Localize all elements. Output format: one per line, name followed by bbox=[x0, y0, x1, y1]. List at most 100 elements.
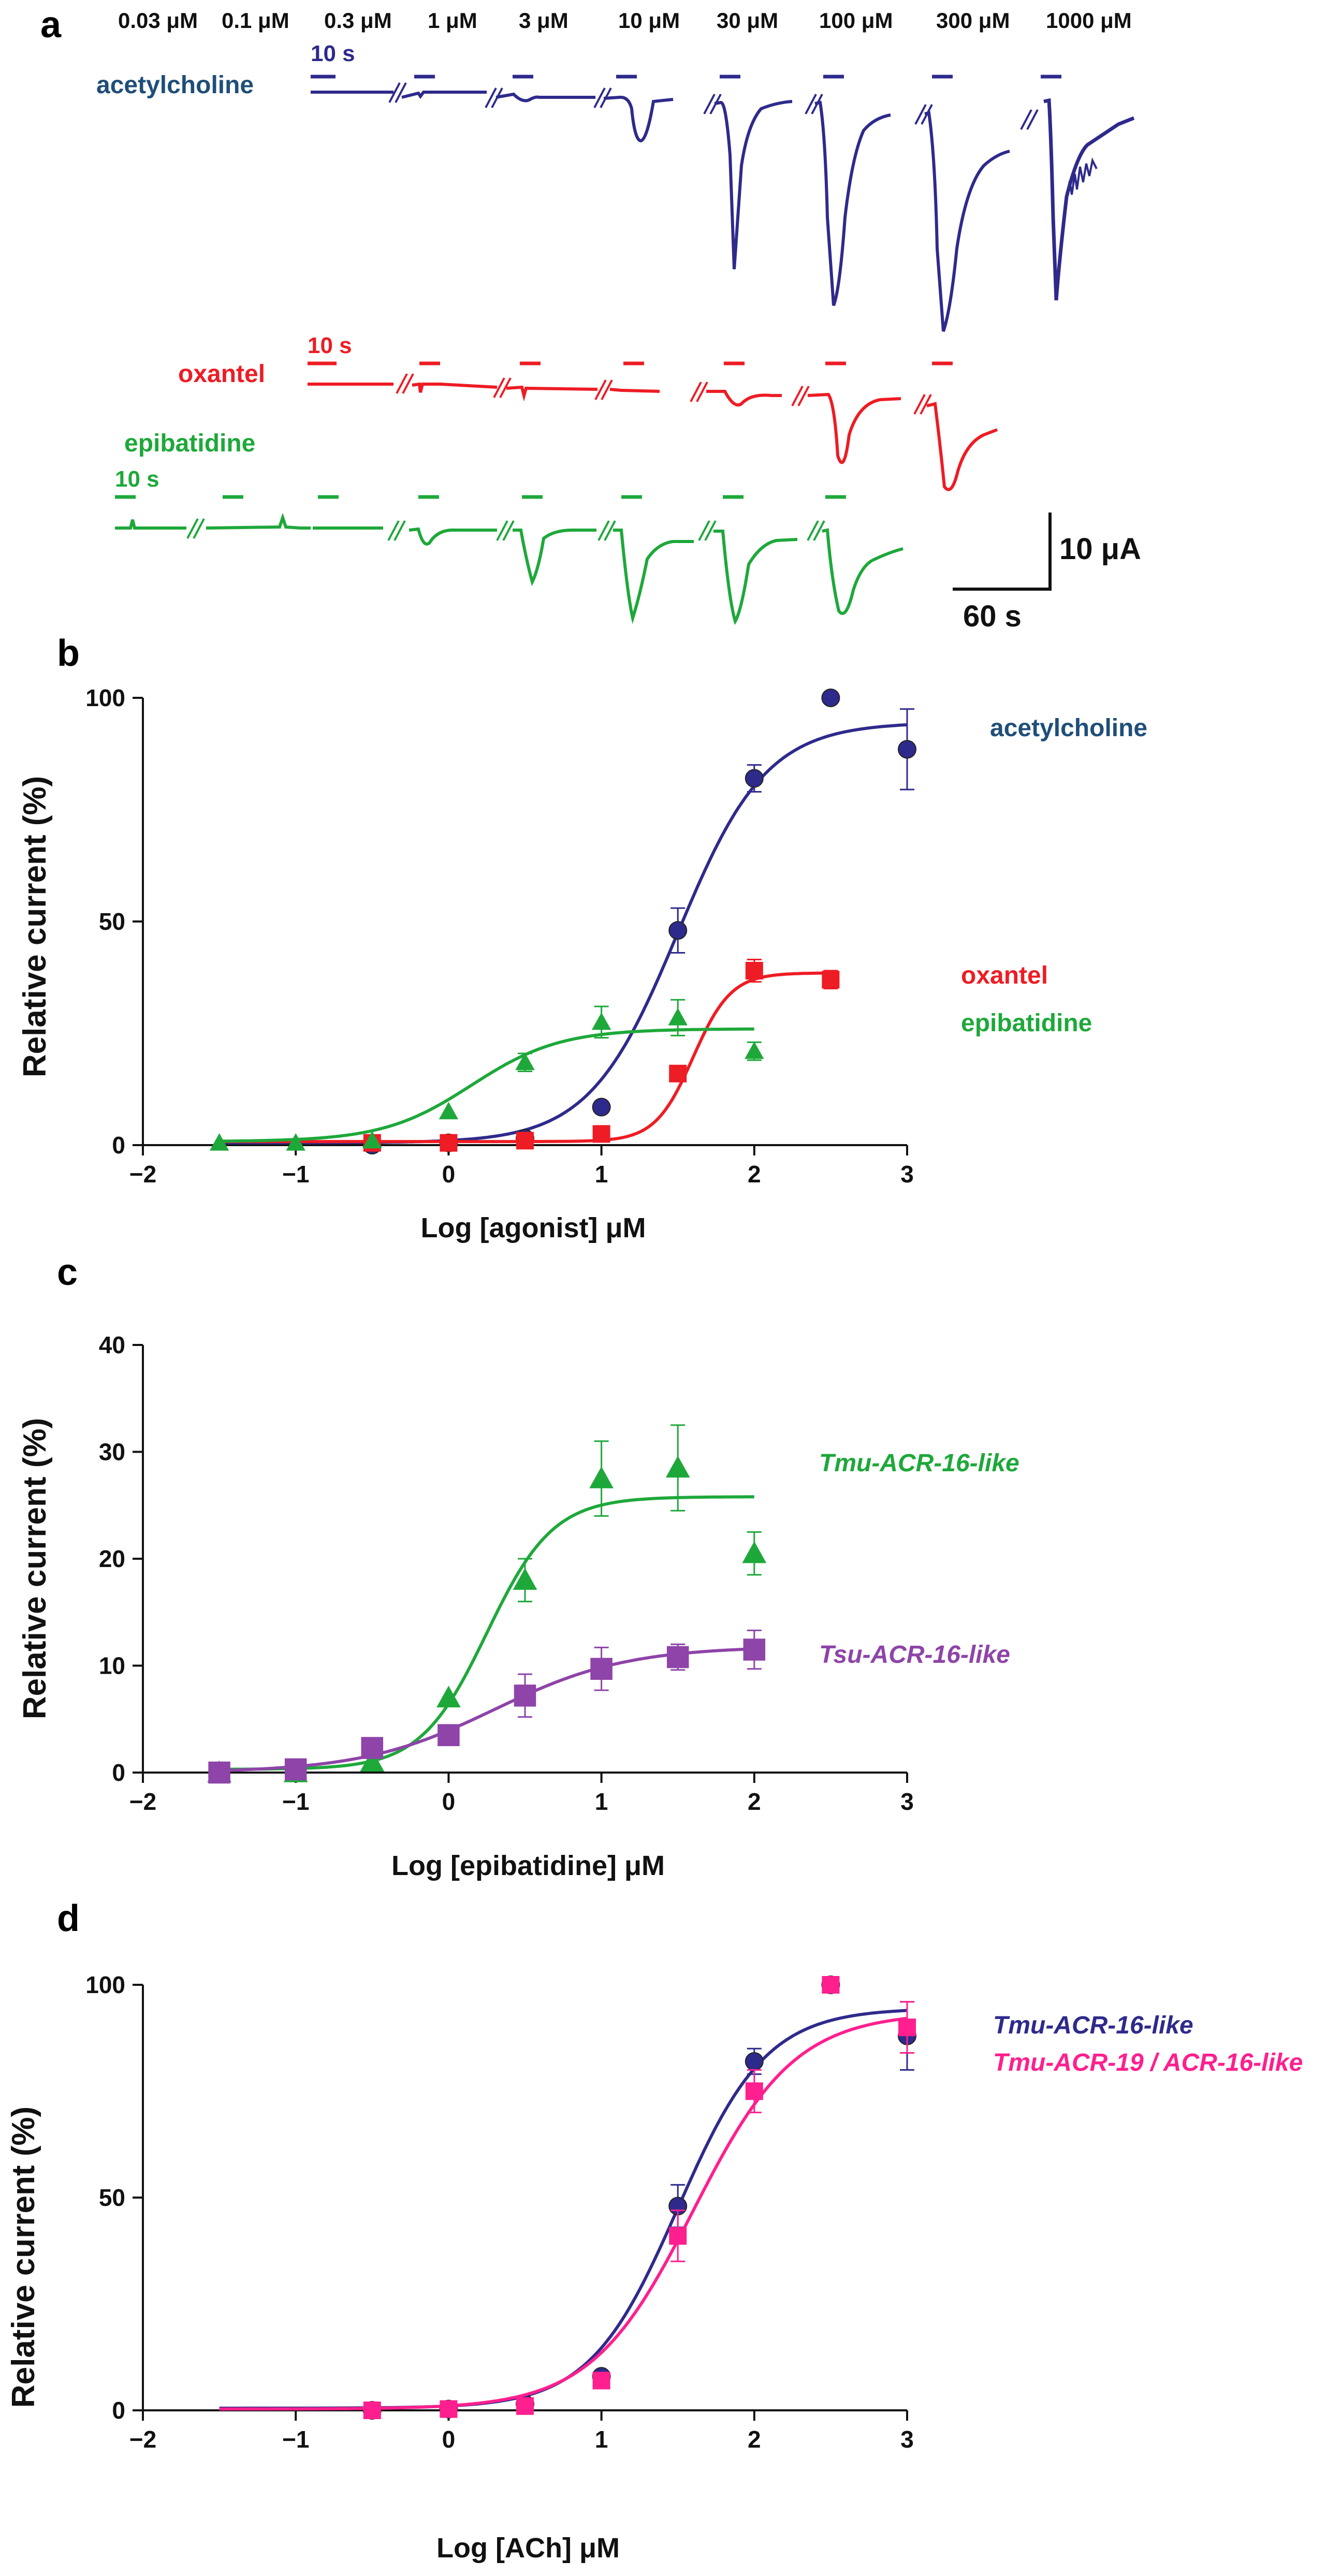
data-point bbox=[898, 2018, 916, 2037]
time-bar-label-ach: 10 s bbox=[311, 41, 355, 66]
x-tick-label: −1 bbox=[282, 1161, 309, 1188]
scale-bar: 10 μA 60 s bbox=[953, 513, 1141, 633]
data-point bbox=[286, 1133, 305, 1151]
data-point bbox=[745, 2082, 763, 2100]
data-point bbox=[513, 1568, 537, 1590]
panel-label-b: b bbox=[57, 633, 80, 674]
data-point bbox=[439, 1102, 459, 1120]
x-tick-label: 1 bbox=[595, 2426, 608, 2453]
data-point bbox=[362, 1131, 382, 1149]
y-axis-label: Relative current (%) bbox=[6, 2106, 41, 2408]
time-bar-label-epibatidine: 10 s bbox=[115, 466, 159, 492]
data-point bbox=[742, 1541, 767, 1563]
conc-label: 1000 μM bbox=[1046, 8, 1132, 33]
data-point bbox=[745, 769, 764, 788]
data-point bbox=[284, 1758, 307, 1781]
y-tick-label: 0 bbox=[112, 1132, 125, 1159]
data-point bbox=[745, 962, 763, 980]
y-tick-label: 40 bbox=[99, 1331, 125, 1358]
data-point bbox=[669, 2227, 687, 2245]
y-tick-label: 10 bbox=[99, 1652, 125, 1679]
data-point bbox=[209, 1133, 229, 1151]
data-point bbox=[514, 1685, 536, 1707]
data-point bbox=[438, 1724, 460, 1746]
conc-label: 3 μM bbox=[519, 8, 569, 33]
data-point bbox=[360, 1749, 385, 1772]
x-tick-label: 1 bbox=[595, 1161, 608, 1188]
x-tick-label: 3 bbox=[900, 2426, 914, 2453]
x-tick-label: −2 bbox=[129, 2426, 156, 2453]
conc-label: 1 μM bbox=[428, 8, 477, 33]
data-point bbox=[665, 1456, 690, 1478]
panel-label-d: d bbox=[57, 1898, 80, 1939]
legend-tmu-acr-19-acr-16-like: Tmu-ACR-19 / ACR-16-like bbox=[993, 2049, 1303, 2076]
x-tick-label: 0 bbox=[442, 2426, 456, 2453]
dose-response-chart-agonists: −2 −1 0 1 2 3 0 50 100 bbox=[85, 684, 916, 1188]
conc-label: 0.1 μM bbox=[222, 8, 289, 33]
data-point bbox=[822, 971, 840, 989]
trace-label-oxantel: oxantel bbox=[178, 360, 265, 388]
conc-label: 0.3 μM bbox=[324, 8, 392, 33]
epibatidine-traces bbox=[115, 495, 903, 625]
time-bar-label-oxantel: 10 s bbox=[308, 333, 352, 358]
x-tick-label: −2 bbox=[129, 1161, 156, 1188]
x-tick-label: −1 bbox=[282, 2426, 309, 2453]
y-tick-label: 0 bbox=[112, 1759, 125, 1786]
data-point bbox=[898, 740, 916, 759]
fit-curve-tsu-acr-16-like bbox=[219, 1647, 754, 1773]
data-point bbox=[592, 1125, 610, 1143]
x-tick-label: 3 bbox=[900, 1161, 914, 1188]
x-tick-label: −1 bbox=[282, 1788, 309, 1815]
oxantel-break-marks bbox=[396, 373, 932, 415]
scale-time-label: 60 s bbox=[963, 599, 1022, 633]
scale-current-label: 10 μA bbox=[1059, 532, 1141, 566]
dose-response-chart-ach: −2 −1 0 1 2 3 0 50 100 bbox=[85, 1971, 916, 2453]
data-point bbox=[440, 1134, 458, 1152]
data-point bbox=[669, 1064, 687, 1082]
legend-epibatidine: epibatidine bbox=[961, 1009, 1092, 1037]
data-point bbox=[363, 2402, 381, 2419]
legend-tsu-acr-16-like: Tsu-ACR-16-like bbox=[819, 1641, 1010, 1668]
x-axis-label: Log [ACh] μM bbox=[436, 2533, 620, 2564]
data-point bbox=[745, 2052, 764, 2071]
fit-curve-tmu-acr-16-like bbox=[219, 1495, 754, 1771]
y-tick-label: 100 bbox=[85, 1971, 125, 1998]
fit-curve-acetylcholine bbox=[219, 723, 908, 1145]
data-point bbox=[516, 2397, 534, 2415]
data-point bbox=[592, 1097, 611, 1117]
acetylcholine-traces bbox=[311, 75, 1135, 332]
x-tick-label: 2 bbox=[748, 1161, 761, 1188]
oxantel-traces bbox=[308, 361, 998, 491]
trace-label-acetylcholine: acetylcholine bbox=[96, 71, 254, 99]
data-point bbox=[745, 1041, 764, 1059]
x-tick-label: 2 bbox=[748, 2426, 761, 2453]
panel-label-a: a bbox=[40, 4, 62, 46]
epibatidine-break-marks bbox=[186, 518, 825, 541]
x-tick-label: 2 bbox=[748, 1788, 761, 1815]
data-point bbox=[440, 2400, 458, 2418]
legend-tmu-acr-16-like: Tmu-ACR-16-like bbox=[819, 1450, 1019, 1477]
legend-acetylcholine: acetylcholine bbox=[990, 714, 1147, 742]
y-tick-label: 50 bbox=[99, 908, 125, 935]
trace-label-epibatidine: epibatidine bbox=[124, 430, 255, 457]
conc-label: 100 μM bbox=[819, 8, 893, 33]
conc-label: 300 μM bbox=[936, 8, 1010, 33]
x-tick-label: −2 bbox=[129, 1788, 156, 1815]
panel-b: b −2 −1 0 1 2 3 0 50 100 Relative current (%) Lo… bbox=[17, 633, 1147, 1243]
y-tick-label: 30 bbox=[99, 1439, 125, 1466]
x-tick-label: 0 bbox=[442, 1788, 456, 1815]
y-tick-label: 0 bbox=[112, 2397, 125, 2424]
data-point bbox=[822, 1976, 840, 1994]
concentration-labels: 0.03 μM 0.1 μM 0.3 μM 1 μM 3 μM 10 μM 30… bbox=[118, 8, 1132, 33]
data-point bbox=[590, 1658, 613, 1680]
data-point bbox=[821, 689, 840, 707]
data-point bbox=[743, 1638, 766, 1661]
conc-label: 0.03 μM bbox=[118, 8, 198, 33]
data-point bbox=[515, 1052, 535, 1071]
panel-d: d −2 −1 0 1 2 3 0 50 100 Relative current (%) Lo… bbox=[6, 1898, 1303, 2564]
data-point bbox=[589, 1466, 614, 1488]
panel-a: a 0.03 μM 0.1 μM 0.3 μM 1 μM 3 μM 10 μM … bbox=[40, 4, 1141, 633]
data-point bbox=[666, 1646, 689, 1668]
